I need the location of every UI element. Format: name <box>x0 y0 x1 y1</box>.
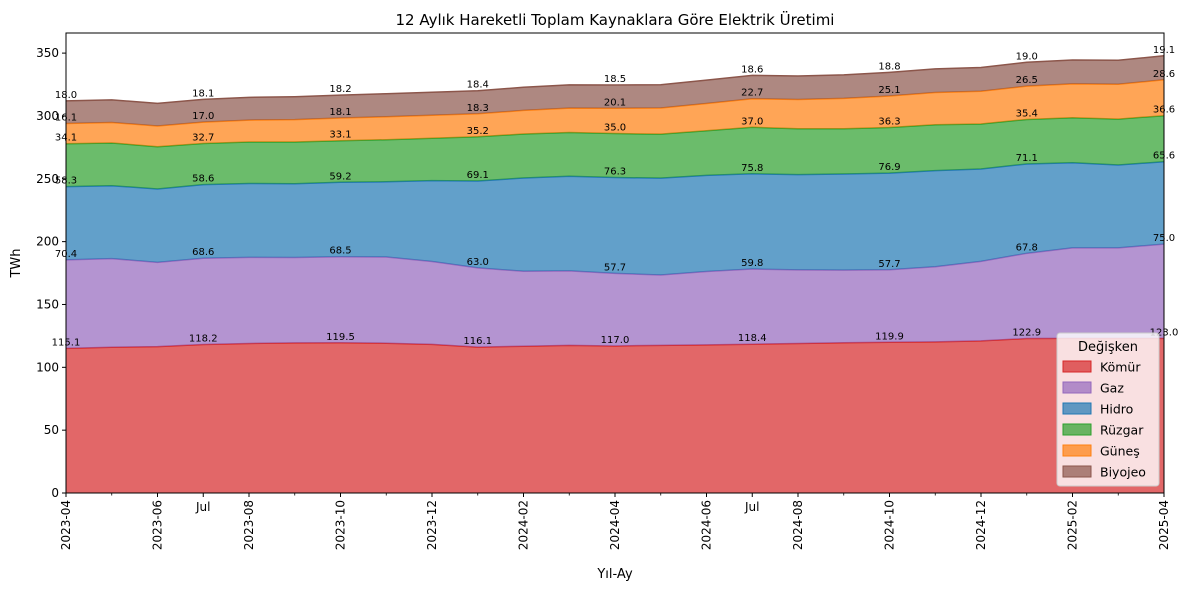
y-tick-label: 200 <box>36 235 59 249</box>
data-label-ruzgar: 32.7 <box>192 132 214 143</box>
legend-label-gaz: Gaz <box>1100 381 1124 396</box>
legend-label-hidro: Hidro <box>1100 402 1133 417</box>
data-label-hidro: 71.1 <box>1016 153 1038 164</box>
legend-swatch-komur <box>1062 360 1092 373</box>
y-axis-label: TWh <box>9 248 24 278</box>
data-label-komur: 122.9 <box>1012 328 1041 339</box>
y-tick-label: 250 <box>36 172 59 186</box>
data-label-ruzgar: 36.3 <box>878 117 900 128</box>
y-tick-label: 150 <box>36 297 59 311</box>
x-tick-label: 2024-02 <box>517 500 531 550</box>
legend-label-gunes: Güneş <box>1100 444 1140 459</box>
area-ruzgar <box>66 115 1164 189</box>
data-label-hidro: 58.6 <box>192 174 214 185</box>
area-komur <box>66 338 1164 493</box>
data-label-komur: 119.9 <box>875 331 904 342</box>
data-label-gaz: 59.8 <box>741 258 763 269</box>
data-label-hidro: 59.2 <box>329 171 351 182</box>
data-label-biyojeo: 19.0 <box>1016 51 1038 62</box>
data-label-ruzgar: 37.0 <box>741 116 763 127</box>
y-tick-label: 50 <box>44 423 59 437</box>
data-label-ruzgar: 33.1 <box>329 130 351 141</box>
y-axis: 0 50 100 150 200 250 300 350 <box>36 46 66 500</box>
legend-title: Değişken <box>1078 340 1138 355</box>
x-tick-label: 2024-08 <box>791 500 805 550</box>
data-label-hidro: 76.3 <box>604 167 626 178</box>
data-label-gunes: 17.0 <box>192 111 214 122</box>
data-label-komur: 117.0 <box>601 335 630 346</box>
data-label-gaz: 57.7 <box>878 259 900 270</box>
data-label-gaz: 68.6 <box>192 247 214 258</box>
x-tick-label: 2023-04 <box>59 500 73 550</box>
data-label-gaz: 57.7 <box>604 262 626 273</box>
area-hidro <box>66 161 1164 275</box>
legend-swatch-biyojeo <box>1062 465 1092 478</box>
legend-label-komur: Kömür <box>1100 360 1141 375</box>
data-label-gaz: 67.8 <box>1016 242 1038 253</box>
x-tick-label: 2025-02 <box>1066 500 1080 550</box>
y-tick-label: 0 <box>51 486 59 500</box>
legend-swatch-ruzgar <box>1062 423 1092 436</box>
x-axis-label: Yıl-Ay <box>596 567 633 582</box>
data-label-biyojeo: 18.8 <box>878 61 900 72</box>
x-axis: 2023-04 2023-06 Jul 2023-08 2023-10 2023-12 20… <box>59 493 1171 550</box>
legend-label-ruzgar: Rüzgar <box>1100 423 1144 438</box>
y-tick-label: 300 <box>36 109 59 123</box>
data-label-gunes: 22.7 <box>741 88 763 99</box>
x-tick-label: 2024-06 <box>700 500 714 550</box>
x-tick-label: 2025-04 <box>1157 500 1171 550</box>
x-tick-label: Jul <box>195 500 210 514</box>
data-label-biyojeo: 18.5 <box>604 74 626 85</box>
legend-items: Kömür Gaz Hidro Rüzgar Güneş Biyojeo <box>1062 360 1146 480</box>
legend-swatch-gunes <box>1062 444 1092 457</box>
x-tick-label: 2023-10 <box>334 500 348 550</box>
chart-title: 12 Aylık Hareketli Toplam Kaynaklara Gör… <box>396 10 835 29</box>
data-label-gunes: 20.1 <box>604 97 626 108</box>
data-label-hidro: 69.1 <box>467 170 489 181</box>
x-tick-label: 2023-08 <box>242 500 256 550</box>
data-label-ruzgar: 35.2 <box>467 126 489 137</box>
x-tick-label: 2023-12 <box>425 500 439 550</box>
y-tick-label: 100 <box>36 360 59 374</box>
area-edge-biyojeo <box>65 55 1165 105</box>
data-label-gunes: 25.1 <box>878 85 900 96</box>
legend-swatch-gaz <box>1062 381 1092 394</box>
data-label-komur: 118.2 <box>189 333 218 344</box>
area-biyojeo <box>66 55 1164 127</box>
data-label-ruzgar: 35.0 <box>604 123 626 134</box>
data-label-biyojeo: 18.2 <box>329 84 351 95</box>
data-label-gaz: 63.0 <box>467 257 489 268</box>
data-label-ruzgar: 35.4 <box>1016 108 1038 119</box>
data-label-biyojeo: 18.1 <box>192 88 214 99</box>
legend-label-biyojeo: Biyojeo <box>1100 465 1146 480</box>
data-label-gunes: 26.5 <box>1016 75 1038 86</box>
y-tick-label: 350 <box>36 46 59 60</box>
area-layers <box>65 55 1165 493</box>
legend-swatch-hidro <box>1062 402 1092 415</box>
x-tick-label: 2024-10 <box>883 500 897 550</box>
data-label-komur: 118.4 <box>738 333 767 344</box>
x-tick-label: 2024-04 <box>608 500 622 550</box>
data-label-biyojeo: 18.6 <box>741 64 763 75</box>
data-label-komur: 116.1 <box>463 336 492 347</box>
data-label-gunes: 18.1 <box>329 107 351 118</box>
data-label-hidro: 75.8 <box>741 163 763 174</box>
x-tick-label: 2023-06 <box>151 500 165 550</box>
data-label-biyojeo: 18.4 <box>467 80 489 91</box>
data-label-gaz: 68.5 <box>329 246 351 257</box>
x-tick-label: Jul <box>744 500 759 514</box>
data-label-hidro: 76.9 <box>878 162 900 173</box>
x-tick-label: 2024-12 <box>974 500 988 550</box>
data-label-gunes: 18.3 <box>467 103 489 114</box>
legend: Değişken Kömür Gaz Hidro Rüzgar Güneş Biyojeo <box>1056 332 1160 487</box>
data-label-komur: 119.5 <box>326 332 355 343</box>
